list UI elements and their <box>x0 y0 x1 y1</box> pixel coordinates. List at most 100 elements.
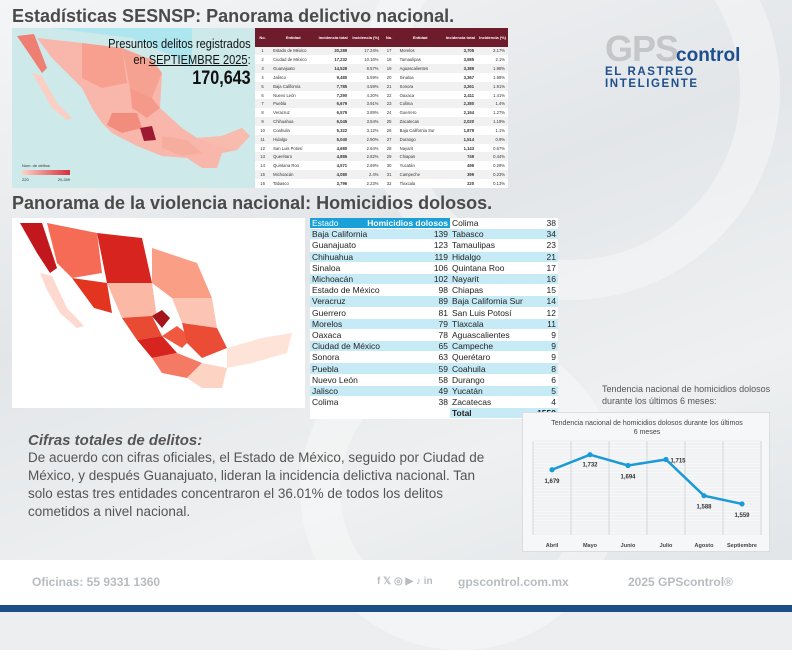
table-row: 4 Jalisco 9,480 5.59% <box>255 73 382 82</box>
state-name: Oaxaca <box>312 329 342 340</box>
table-cell: 3.91% <box>350 99 382 109</box>
trend-caption: Tendencia nacional de homicidios dolosos… <box>602 384 771 406</box>
state-name: Quintana Roo <box>452 262 505 273</box>
table-cell: 30 <box>386 163 392 169</box>
footer-phone: Oficinas: 55 9331 1360 <box>32 575 161 589</box>
table-cell: Yucatán <box>399 163 415 169</box>
table-cell: Chiapas <box>396 152 444 162</box>
table-cell: 0.23% <box>477 170 508 179</box>
map-legend: Num. de delitos 220 20,289 <box>22 163 70 182</box>
cifras-title: Cifras totales de delitos: <box>28 432 203 449</box>
table-cell: 1.98% <box>477 64 508 73</box>
state-name: Guanajuato <box>312 240 356 251</box>
table-cell: 2,020 <box>443 117 478 126</box>
homicide-count: 123 <box>433 240 448 251</box>
table-cell: 8 <box>261 110 264 116</box>
data-point <box>739 501 745 507</box>
homicide-count: 34 <box>546 229 556 240</box>
data-point <box>663 456 669 463</box>
table-row: San Luis Potosí 12 <box>450 307 558 319</box>
homicide-count: 139 <box>433 229 448 240</box>
table-cell: 496 <box>467 163 475 169</box>
table-cell: Nayarit <box>399 145 413 151</box>
table-cell: 20 <box>386 74 392 80</box>
table-cell: 0.13% <box>493 180 505 186</box>
chart-title: Tendencia nacional de homicidios dolosos… <box>551 420 743 427</box>
table-cell: 2.64% <box>366 145 379 151</box>
state-name: Yucatán <box>452 385 483 396</box>
table-header: Entidad <box>270 28 317 47</box>
table-cell: 22 <box>386 92 392 98</box>
table-row: Veracruz 89 <box>310 296 450 308</box>
table-row: Baja California 139 <box>310 229 450 241</box>
header-estado: Estado <box>312 218 339 229</box>
table-cell: 2 <box>261 57 264 63</box>
table-row: Chiapas 15 <box>450 285 558 297</box>
table-cell: 6 <box>261 92 264 98</box>
table-row: 29 Chiapas 749 0.44% <box>381 152 508 162</box>
table-cell: 2.69% <box>366 163 379 169</box>
homicide-count: 59 <box>438 363 448 374</box>
table-cell: 3,585 <box>463 57 475 63</box>
table-row: 5 Baja California 7,785 4.59% <box>255 81 382 91</box>
state-name: Zacatecas <box>452 397 492 408</box>
state-name: Sinaloa <box>312 262 341 273</box>
legend-title: Num. de delitos <box>22 163 50 168</box>
table-cell: 2.17% <box>477 46 508 56</box>
table-cell: Durango <box>396 134 444 144</box>
homicide-count: 9 <box>551 352 556 363</box>
table-row: Oaxaca 78 <box>310 329 450 342</box>
table-cell: 5 <box>255 81 271 91</box>
table-cell: 18 <box>386 57 392 63</box>
crime-table: No. Entidad Incidencia total Incidencia (%)… <box>255 28 508 188</box>
table-header: Estado Homicidios dolosos <box>310 218 450 230</box>
homicide-count: 119 <box>434 251 448 262</box>
homicide-count: 38 <box>546 218 556 229</box>
table-row: 6 Nuevo León 7,290 4.30% <box>255 91 382 100</box>
table-row: 8 Veracruz 6,579 3.89% <box>255 108 382 117</box>
table-row: Tlaxcala 11 <box>450 318 558 330</box>
table-cell: 6,579 <box>336 110 348 116</box>
state-name: San Luis Potosí <box>452 307 512 318</box>
x-tick-label: Junio <box>621 543 636 549</box>
state-name: Baja California Sur <box>452 296 523 307</box>
table-row: 18 Tamaulipas 3,585 2.1% <box>382 55 509 64</box>
table-cell: Guanajuato <box>270 64 317 73</box>
table-row: Colima 38 <box>450 218 558 230</box>
section-title: Panorama de la violencia nacional: Homic… <box>12 193 493 213</box>
table-row: Jalisco 49 <box>310 385 450 397</box>
state-name: Coahuila <box>452 363 486 374</box>
table-cell: 10.16% <box>364 57 379 63</box>
social-icons[interactable]: f 𝕏 ◎ ▶ ♪ in <box>377 576 433 587</box>
table-cell: 17,232 <box>334 57 348 63</box>
table-header: Incidencia (%) <box>350 28 382 47</box>
table-cell: Sonora <box>396 81 444 91</box>
mexico-map-homicides <box>20 223 292 388</box>
state-name: Chihuahua <box>312 251 354 262</box>
table-cell: Coahuila <box>273 127 290 133</box>
footer: Oficinas: 55 9331 1360 f 𝕏 ◎ ▶ ♪ in gpsc… <box>0 560 792 605</box>
logo-gps: GPS <box>605 28 679 69</box>
table-cell: 2.23% <box>366 180 379 186</box>
table-row: Morelos 79 <box>310 318 450 330</box>
table-cell: 7 <box>255 99 271 109</box>
table-cell: Baja California Sur <box>399 127 435 133</box>
table-cell: 4,571 <box>336 163 348 169</box>
x-tick-label: Abril <box>546 543 559 549</box>
table-cell: 21 <box>381 81 397 91</box>
table-cell: 3.12% <box>366 127 379 133</box>
table-cell: 29 <box>381 152 397 162</box>
homicide-count: 4 <box>551 397 556 408</box>
table-cell: 6,045 <box>316 117 351 126</box>
table-row: 22 Oaxaca 2,411 1.41% <box>382 91 509 100</box>
cifras-body: De acuerdo con cifras oficiales, el Esta… <box>28 450 485 519</box>
table-cell: 2.4% <box>350 170 382 179</box>
footer-website-link[interactable]: gpscontrol.com.mx <box>458 575 569 589</box>
state-name: Tabasco <box>452 229 484 240</box>
table-cell: 31 <box>381 170 397 179</box>
table-cell: Guerrero <box>399 110 417 116</box>
legend-gradient <box>22 170 70 175</box>
table-cell: 9 <box>255 117 271 126</box>
table-row: Aguascalientes 9 <box>450 329 558 342</box>
table-cell: San Luis Potosí <box>273 145 303 151</box>
